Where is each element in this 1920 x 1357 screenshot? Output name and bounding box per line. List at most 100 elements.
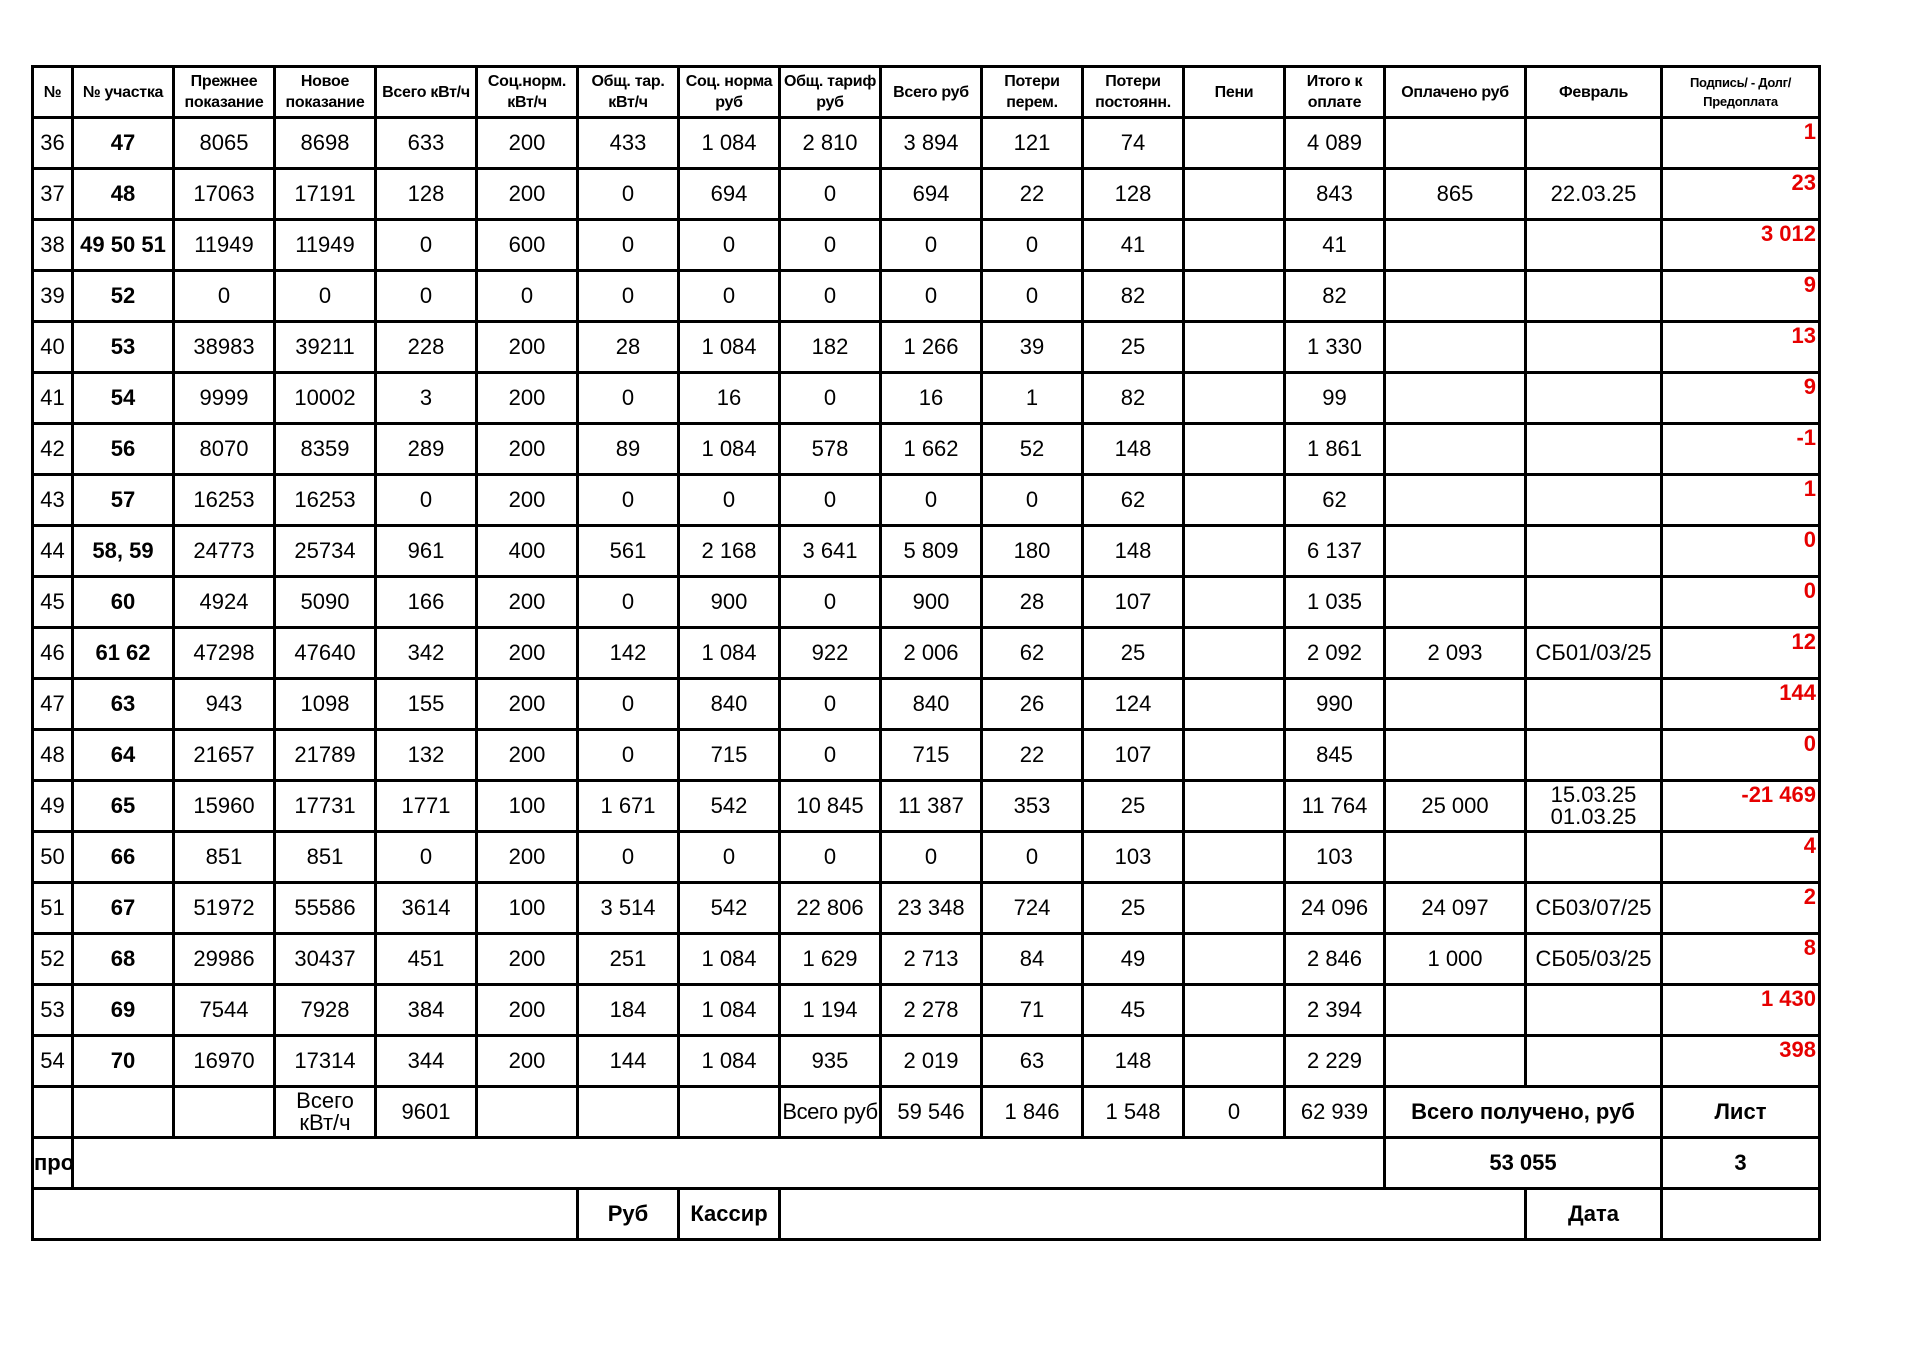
cell-payment-date: [1524, 524, 1663, 578]
cell-payment-date: [1524, 422, 1663, 476]
cell-paid-rub: 1 000: [1383, 932, 1527, 986]
cell-loss-constant: 25: [1081, 626, 1185, 680]
cell-penalty: [1182, 983, 1286, 1037]
column-header: Новое показание: [273, 65, 377, 119]
cell-prev-reading: 24773: [172, 524, 276, 578]
cell-prev-reading: 16253: [172, 473, 276, 527]
cell-debt-prepayment: 0: [1660, 524, 1821, 578]
cell-general-tariff-kwh: 0: [576, 677, 680, 731]
cell-loss-constant: 25: [1081, 881, 1185, 935]
cell-paid-rub: [1383, 677, 1527, 731]
cell-paid-rub: [1383, 422, 1527, 476]
cell-payment-date: СБ05/03/25: [1524, 932, 1663, 986]
cell-general-tariff-kwh: 0: [576, 218, 680, 272]
cell-row-number: 52: [31, 932, 74, 986]
cell-prev-reading: 851: [172, 830, 276, 884]
cell-prev-reading: 4924: [172, 575, 276, 629]
cell-social-norm-kwh: 200: [475, 677, 579, 731]
cell-total-kwh: 155: [374, 677, 478, 731]
cell-total-rub: 900: [879, 575, 983, 629]
cell-loss-constant: 82: [1081, 269, 1185, 323]
cell-total-rub: 0: [879, 473, 983, 527]
cell-total-due: 6 137: [1283, 524, 1386, 578]
cell-payment-date: [1524, 677, 1663, 731]
summary-row: про 53 055 3: [31, 1136, 1821, 1190]
cell-row-number: 49: [31, 779, 74, 833]
cell-new-reading: 21789: [273, 728, 377, 782]
cell-general-tariff-rub: 0: [778, 218, 882, 272]
total-loss-const: 1 548: [1081, 1085, 1185, 1139]
cell-total-kwh: 451: [374, 932, 478, 986]
cell-row-number: 36: [31, 116, 74, 170]
cell-total-due: 4 089: [1283, 116, 1386, 170]
cell-new-reading: 25734: [273, 524, 377, 578]
cell-row-number: 47: [31, 677, 74, 731]
empty-cell: [475, 1085, 579, 1139]
empty-cell: [71, 1136, 1386, 1190]
cell-plot: 56: [71, 422, 175, 476]
payment-sheet-table: № № участка Прежнее показание Новое показан…: [31, 65, 1821, 1241]
cell-general-tariff-rub: 3 641: [778, 524, 882, 578]
cell-social-norm-rub: 542: [677, 881, 781, 935]
cell-penalty: [1182, 626, 1286, 680]
cell-social-norm-rub: 16: [677, 371, 781, 425]
cell-prev-reading: 21657: [172, 728, 276, 782]
cell-general-tariff-kwh: 0: [576, 167, 680, 221]
cell-total-rub: 23 348: [879, 881, 983, 935]
date-cell: [1660, 1187, 1821, 1241]
cell-total-due: 11 764: [1283, 779, 1386, 833]
total-received-label: Всего получено, руб: [1383, 1085, 1663, 1139]
cell-payment-date: 15.03.25 01.03.25: [1524, 779, 1663, 833]
cell-payment-date: [1524, 728, 1663, 782]
cell-loss-variable: 0: [980, 830, 1084, 884]
table-row: 45 60 4924 5090 166 200 0 900 0 900 28 107 1 035 0: [31, 575, 1821, 629]
cell-general-tariff-rub: 2 810: [778, 116, 882, 170]
cell-loss-variable: 39: [980, 320, 1084, 374]
cell-debt-prepayment: 1: [1660, 473, 1821, 527]
table-row: 36 47 8065 8698 633 200 433 1 084 2 810 3 894 121 7…: [31, 116, 1821, 170]
cell-row-number: 38: [31, 218, 74, 272]
cell-row-number: 50: [31, 830, 74, 884]
cell-general-tariff-rub: 0: [778, 473, 882, 527]
table-row: 53 69 7544 7928 384 200 184 1 084 1 194 2 278 71 45…: [31, 983, 1821, 1037]
cell-loss-constant: 82: [1081, 371, 1185, 425]
cell-loss-constant: 107: [1081, 728, 1185, 782]
cell-social-norm-kwh: 200: [475, 1034, 579, 1088]
column-header: Потери перем.: [980, 65, 1084, 119]
cell-plot: 68: [71, 932, 175, 986]
cell-loss-variable: 180: [980, 524, 1084, 578]
cell-paid-rub: [1383, 473, 1527, 527]
cell-penalty: [1182, 269, 1286, 323]
cell-penalty: [1182, 167, 1286, 221]
cell-general-tariff-kwh: 0: [576, 371, 680, 425]
cell-paid-rub: [1383, 269, 1527, 323]
column-header: Общ. тариф руб: [778, 65, 882, 119]
column-header: Пени: [1182, 65, 1286, 119]
cell-debt-prepayment: 23: [1660, 167, 1821, 221]
cell-paid-rub: [1383, 218, 1527, 272]
cell-plot: 69: [71, 983, 175, 1037]
cell-social-norm-rub: 0: [677, 218, 781, 272]
cell-general-tariff-rub: 0: [778, 575, 882, 629]
cell-total-kwh: 166: [374, 575, 478, 629]
cell-row-number: 37: [31, 167, 74, 221]
table-row: 39 52 0 0 0 0 0 0 0 0 0 82 82 9: [31, 269, 1821, 323]
cell-prev-reading: 16970: [172, 1034, 276, 1088]
header-row: № № участка Прежнее показание Новое показан…: [31, 65, 1821, 119]
cell-row-number: 48: [31, 728, 74, 782]
cell-general-tariff-rub: 10 845: [778, 779, 882, 833]
cell-prev-reading: 17063: [172, 167, 276, 221]
cell-general-tariff-kwh: 0: [576, 575, 680, 629]
cell-new-reading: 47640: [273, 626, 377, 680]
cell-loss-variable: 22: [980, 167, 1084, 221]
cell-total-rub: 694: [879, 167, 983, 221]
total-received: 53 055: [1383, 1136, 1663, 1190]
cell-general-tariff-rub: 922: [778, 626, 882, 680]
cell-paid-rub: [1383, 983, 1527, 1037]
cell-debt-prepayment: 12: [1660, 626, 1821, 680]
cell-paid-rub: 25 000: [1383, 779, 1527, 833]
empty-cell: [31, 1085, 74, 1139]
cell-total-kwh: 961: [374, 524, 478, 578]
cell-row-number: 42: [31, 422, 74, 476]
cell-plot: 52: [71, 269, 175, 323]
